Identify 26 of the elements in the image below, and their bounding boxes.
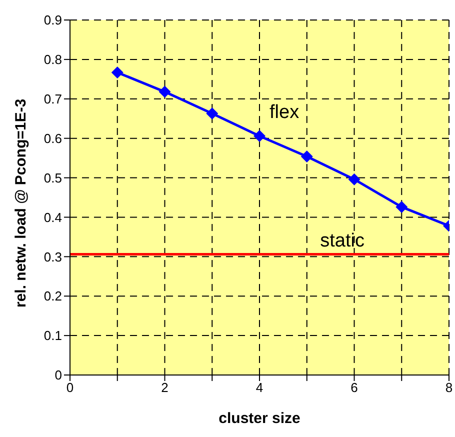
x-tick-label: 2 [161,380,168,396]
x-tick-label: 6 [350,380,358,396]
y-tick-label: 0.9 [44,12,62,28]
x-axis-title: cluster size [218,410,300,427]
point [300,150,313,162]
point [158,86,171,98]
point [254,130,266,142]
y-axis-title: rel. netw. load @ Pcong=1E-3 [12,98,30,308]
point [348,173,360,186]
y-tick-label: 0.8 [44,52,62,68]
ref-line-label: static [320,230,364,252]
y-tick-label: 0.5 [44,170,62,186]
y-tick-label: 0.3 [44,249,62,264]
y-tick-label: 0.7 [44,92,62,107]
x-tick-label: 4 [256,380,264,396]
x-tick-label: 8 [445,380,453,396]
y-tick-label: 0.4 [44,210,62,225]
point [206,107,218,120]
y-tick-label: 0.1 [44,328,62,344]
y-tick-label: 0.2 [44,288,62,304]
point [396,200,408,213]
y-tick-label: 0.6 [44,130,62,146]
point [111,66,124,78]
y-tick-label: 0 [54,368,62,383]
x-tick-label: 0 [66,380,74,396]
series-label: flex [270,102,300,123]
